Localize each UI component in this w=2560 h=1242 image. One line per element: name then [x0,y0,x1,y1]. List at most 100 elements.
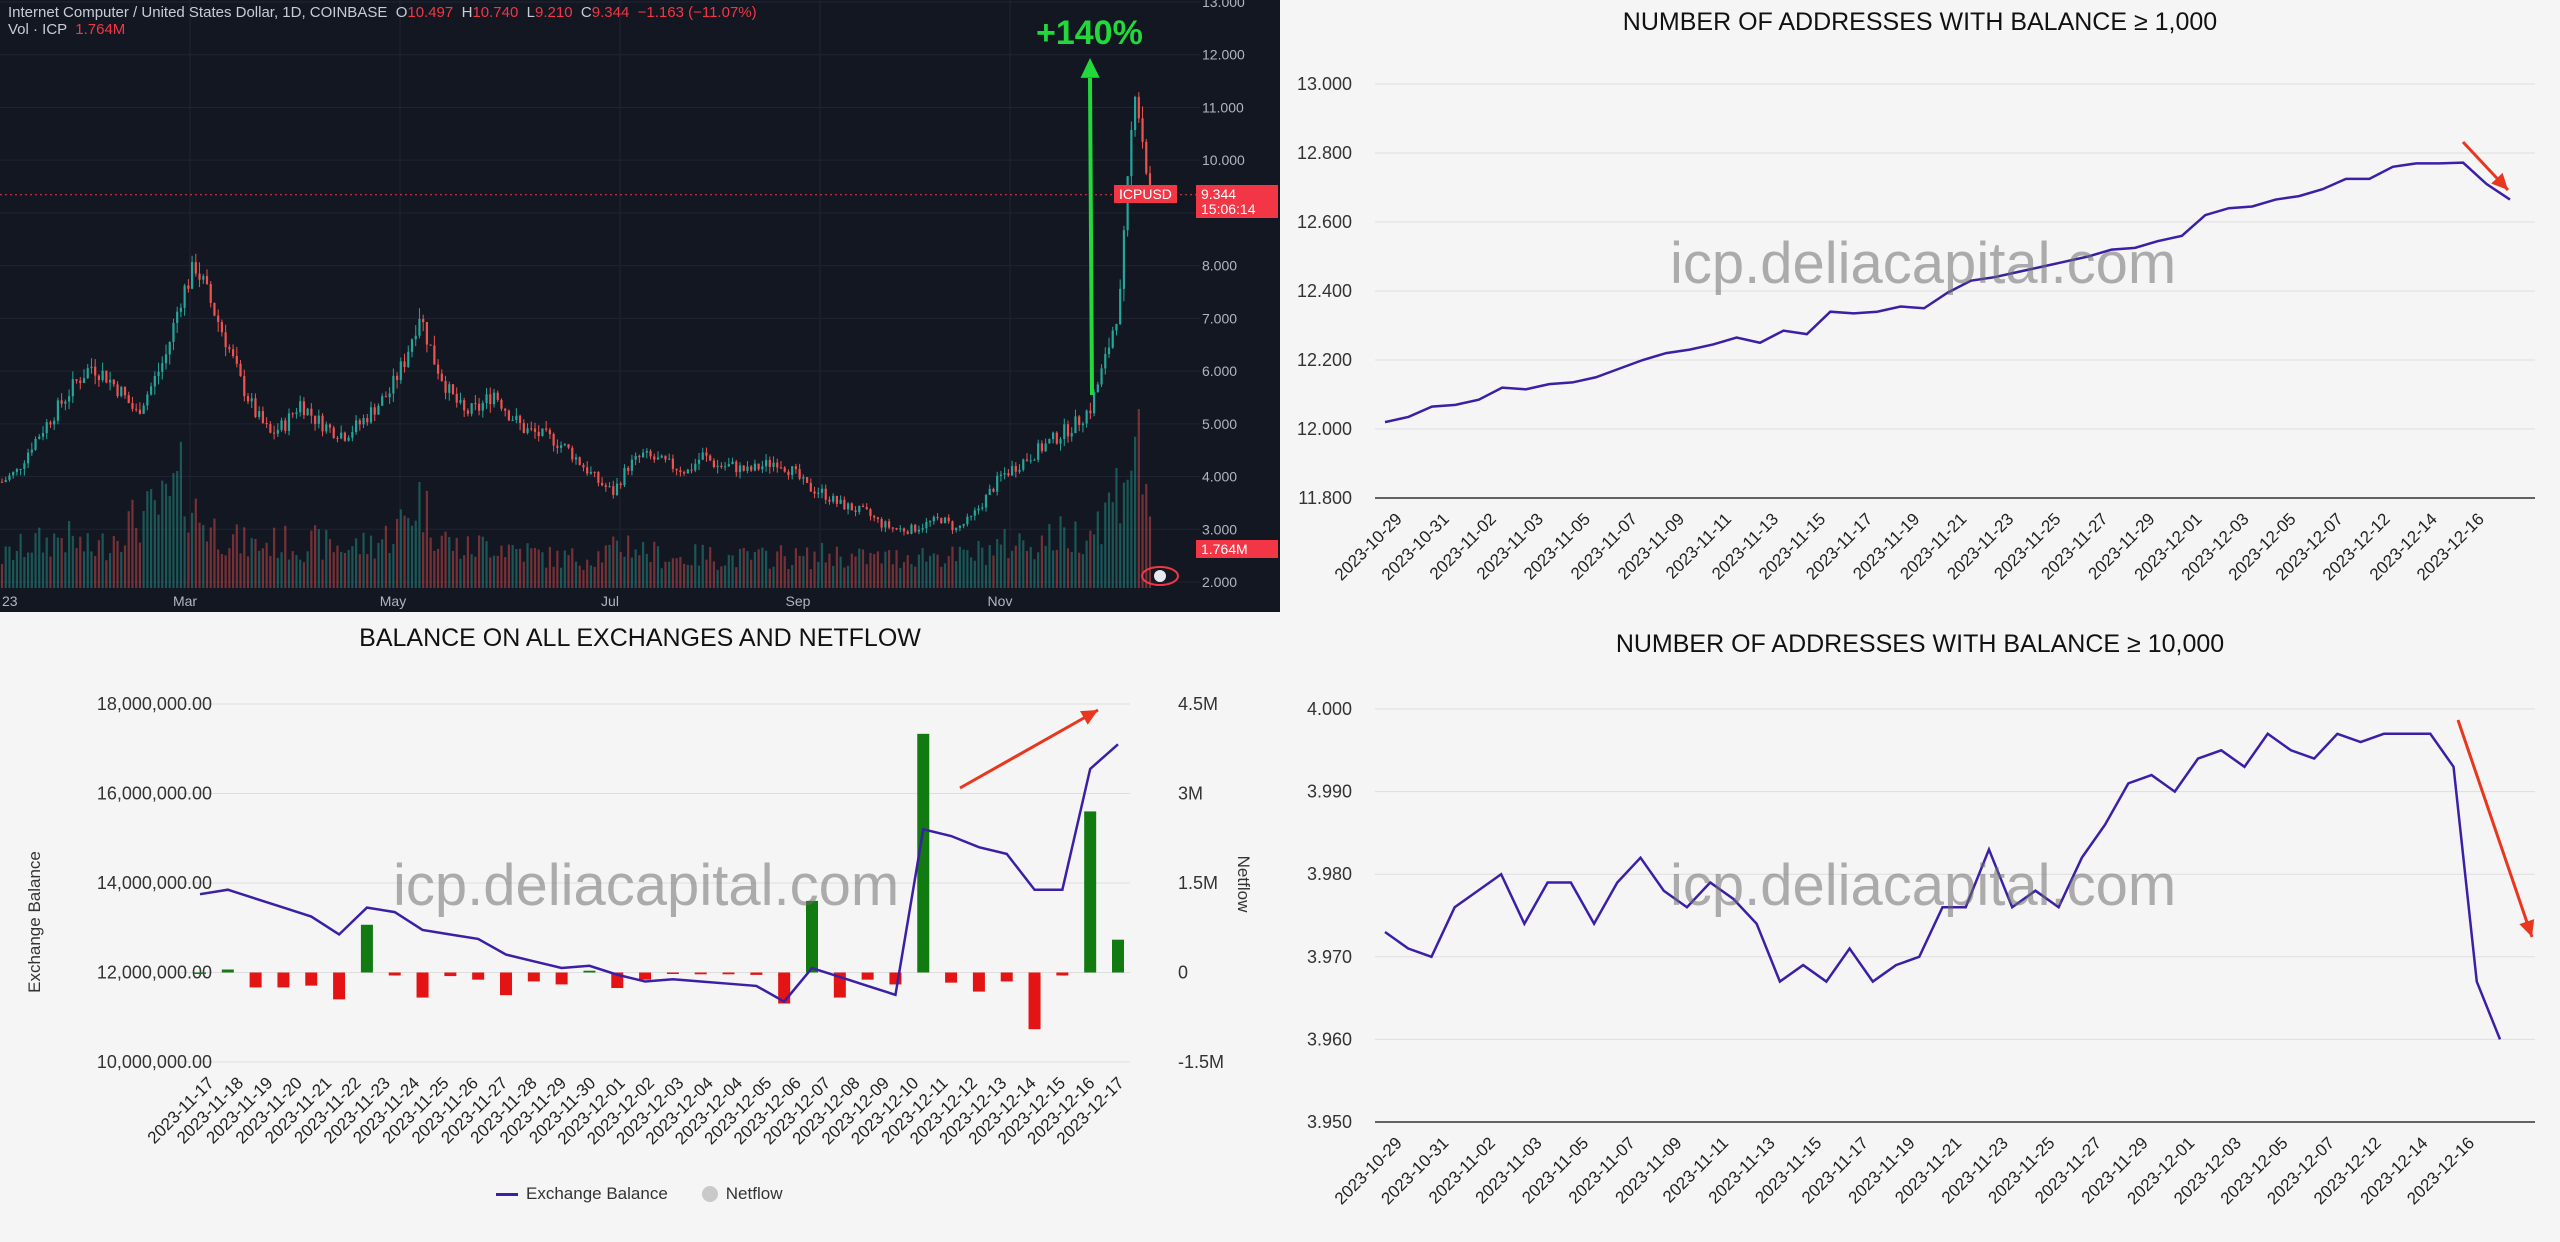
candle-body [932,516,935,522]
candle-body [567,444,570,448]
volume-bar [179,441,183,588]
volume-bar [135,528,138,588]
candle-body [869,509,872,516]
volume-bar [843,567,846,588]
volume-bar [194,498,197,588]
candle-body [668,458,671,460]
candle-body [787,471,790,476]
candle-body [313,415,317,424]
volume-bar [1066,548,1070,588]
netflow-bar [221,969,234,973]
candle-body [1022,459,1025,470]
candle-body [291,413,294,415]
volume-bar [638,555,641,588]
candle-body [779,467,783,469]
volume-bar [388,552,391,588]
candle-body [947,517,950,522]
candle-body [1122,230,1126,289]
candle-body [194,262,197,274]
volume-bar [362,532,365,588]
volume-bar [802,556,805,588]
volume-bar [451,550,455,588]
volume-bar [675,558,678,588]
date-tick-label: May [380,593,406,609]
candle-body [67,396,71,402]
legend-exchange-balance[interactable]: Exchange Balance [526,1184,668,1203]
candle-body [250,398,253,402]
volume-bar [705,559,708,588]
candle-body [53,420,56,425]
candle-body [910,524,913,534]
volume-bar [798,555,801,588]
legend-dot-swatch [701,1186,718,1202]
candle-body [105,370,108,383]
candle-body [1133,96,1137,130]
trend-arrow-shaft [959,708,1099,790]
volume-bar [630,557,634,588]
volume-bar [399,509,402,588]
candle-body [671,458,675,469]
candle-body [943,517,947,524]
candle-body [638,455,641,458]
candle-body [507,410,511,421]
chart-title: NUMBER OF ADDRESSES WITH BALANCE ≥ 10,00… [1615,630,2225,658]
volume-bar [246,556,250,588]
volume-bar [973,560,976,588]
candle-body [641,452,645,458]
open-value: 10.497 [407,4,454,21]
volume-bar [832,565,835,588]
price-chart-canvas: 13.00012.00011.00010.0009.0008.0007.0006… [0,0,1245,609]
candle-body [526,428,529,433]
volume-bar [537,549,540,588]
volume-bar [936,554,939,588]
candle-body [34,438,37,450]
candle-body [1014,466,1017,472]
volume-bar [429,537,432,588]
countdown-tag: 15:06:14 [1196,200,1278,218]
candle-body [1010,466,1014,476]
candle-body [64,401,67,404]
volume-bar [1104,502,1107,588]
volume-bar [925,561,928,588]
candle-body [12,471,15,476]
candle-body [1055,432,1058,444]
candle-body [228,347,231,350]
candle-body [466,410,470,414]
volume-bar [716,569,719,588]
volume-bar [1141,494,1144,588]
volume-bar [634,549,637,588]
volume-bar [779,545,783,588]
candle-body [71,379,74,397]
candle-body [768,459,771,467]
candle-body [1104,353,1107,369]
candle-body [381,396,384,406]
volume-bar [425,490,429,588]
volume-bar [947,556,950,588]
volume-bar [1003,528,1006,588]
candle-body [153,376,156,387]
candle-body [30,449,33,453]
candle-body [988,488,991,495]
volume-bar [97,540,101,588]
candle-body [999,474,1003,476]
price-tick-label: 5.000 [1202,416,1237,432]
volume-bar [1063,527,1066,588]
candle-body [504,408,507,411]
price-tick-label: 8.000 [1202,258,1237,274]
volume-bar [1092,534,1096,588]
candle-body [902,528,906,532]
netflow-bar [583,970,596,973]
volume-bar [586,559,589,588]
trend-arrow-head [1080,710,1098,725]
ticker-tag: ICPUSD [1114,185,1177,203]
candle-body [675,468,678,471]
y-tick-label: 3.980 [1307,864,1352,884]
legend-netflow[interactable]: Netflow [725,1184,783,1203]
price-tick-label: 2.000 [1202,574,1237,590]
candle-body [1081,423,1085,425]
trend-arrow-head [2519,919,2535,937]
candle-body [686,469,689,474]
candle-body [336,437,339,439]
candle-body [112,379,115,385]
candle-body [321,415,324,432]
